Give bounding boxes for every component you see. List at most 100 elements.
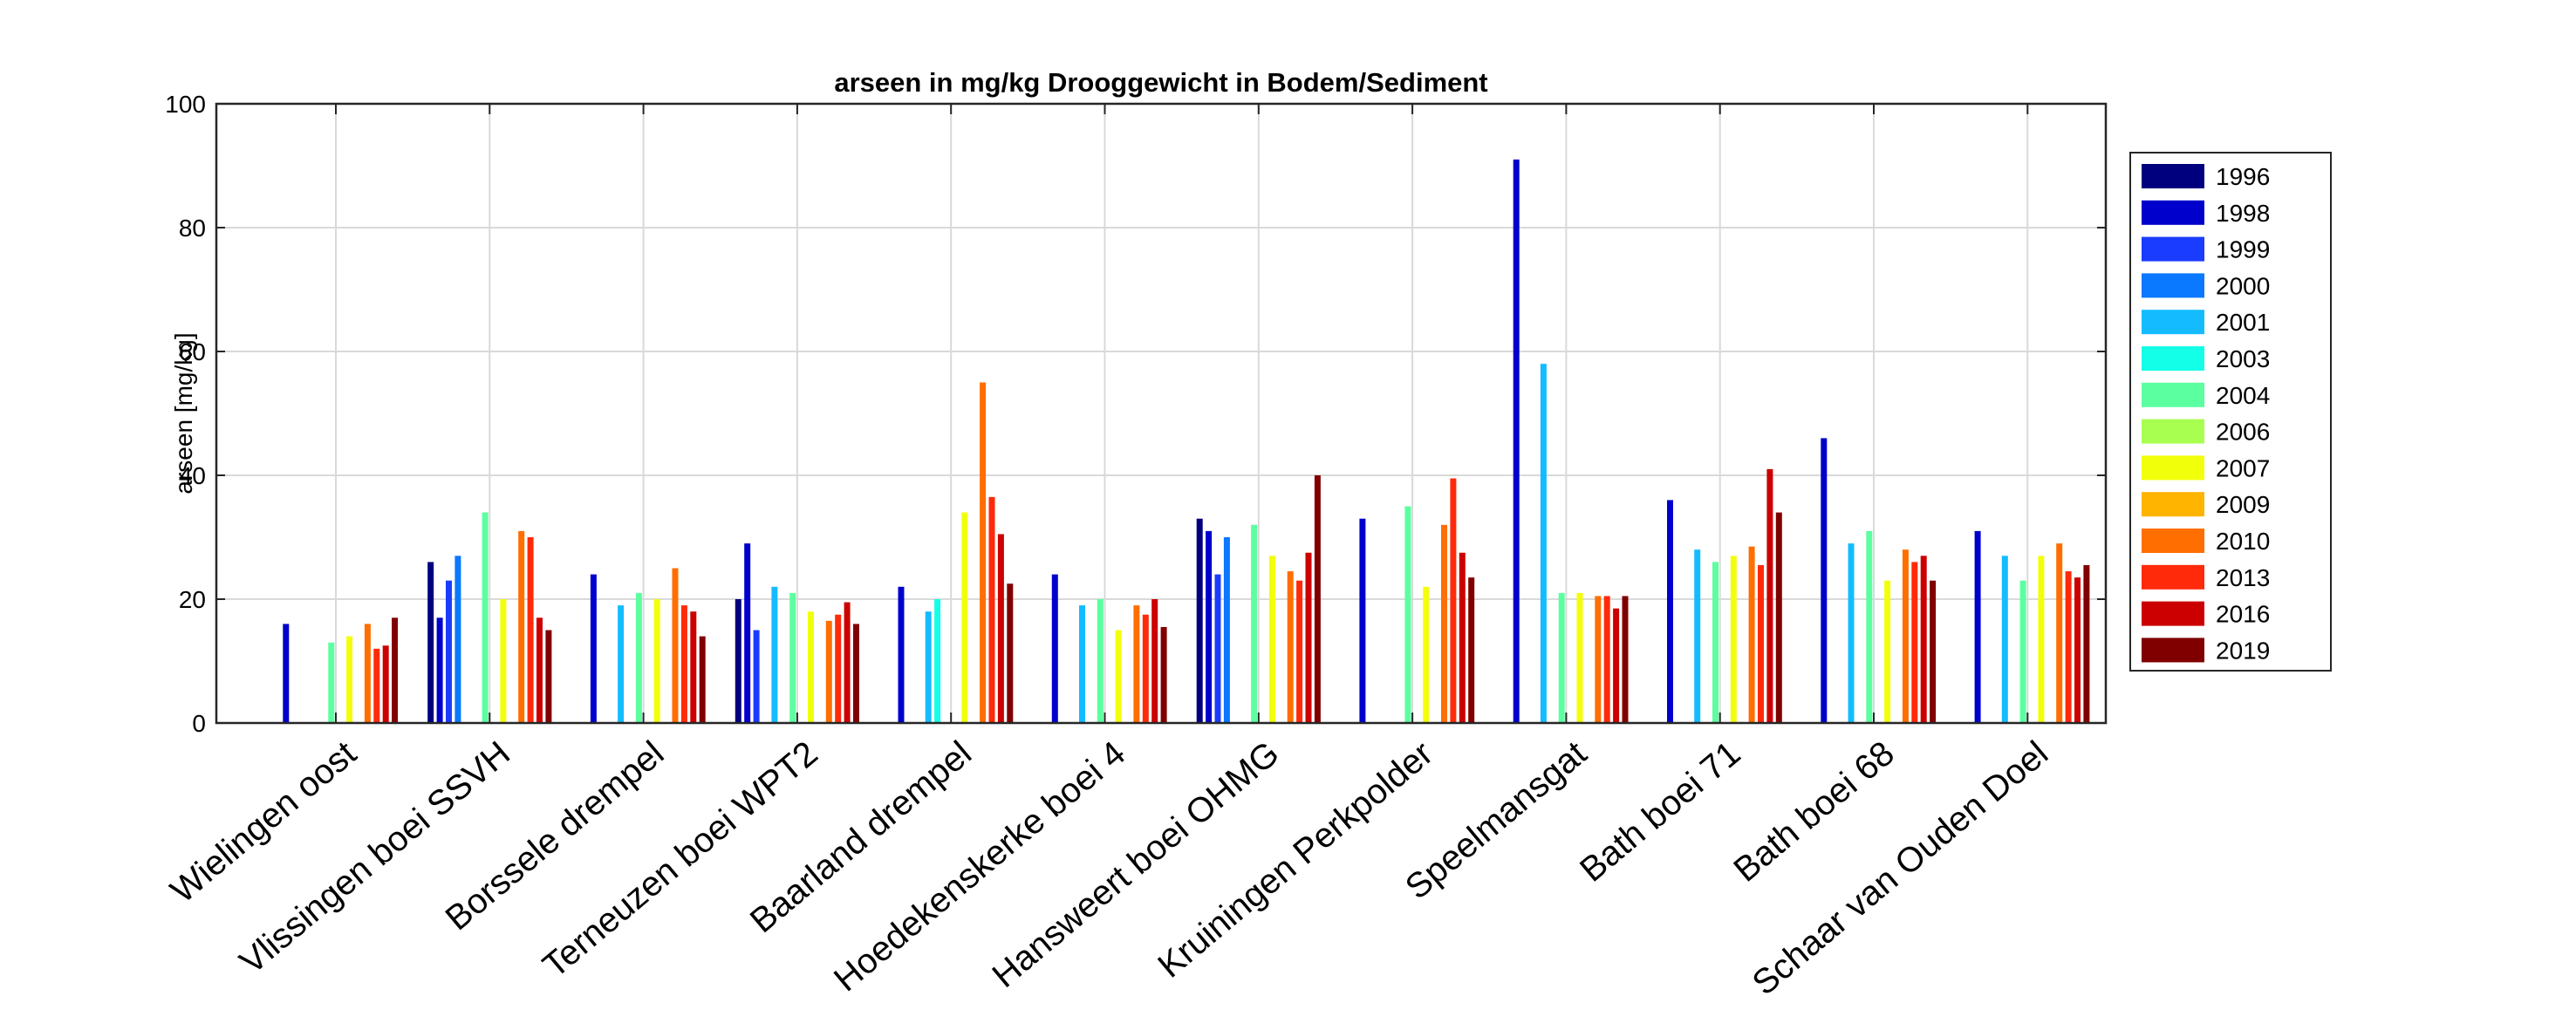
bar-1998	[1974, 530, 1981, 723]
bar-2013	[1142, 614, 1149, 723]
y-tick-label: 20	[179, 586, 206, 613]
legend-swatch	[2142, 419, 2204, 444]
bar-1998	[590, 574, 597, 723]
bar-2019	[1775, 512, 1782, 723]
bar-2007	[1268, 556, 1275, 723]
bar-2010	[2056, 543, 2063, 723]
x-tick-label: Hoedekenskerke boei 4	[827, 734, 1132, 999]
bar-2007	[1115, 630, 1122, 723]
bar-2013	[680, 605, 687, 723]
legend: 1996 1998 1999 2000 2001 2003 2004 2006 2007 2009…	[2129, 152, 2332, 672]
legend-label: 2001	[2216, 309, 2270, 336]
bar-1998	[1667, 500, 1673, 723]
bar-1998	[283, 624, 290, 723]
bar-2007	[1576, 592, 1583, 723]
x-tick-label: Bath boei 71	[1573, 734, 1747, 890]
bar-2004	[789, 592, 796, 723]
legend-swatch	[2142, 564, 2204, 590]
bar-2007	[346, 636, 353, 723]
legend-label: 2016	[2216, 601, 2270, 628]
bar-2013	[988, 496, 995, 723]
bar-2007	[1730, 556, 1737, 723]
legend-label: 2019	[2216, 637, 2270, 664]
bar-2010	[980, 382, 987, 723]
bar-2013	[1758, 564, 1764, 723]
bar-2004	[1251, 524, 1258, 723]
y-tick-label: 0	[192, 710, 206, 737]
legend-label: 1998	[2216, 200, 2270, 227]
bar-2013	[1603, 596, 1610, 723]
legend-label: 1996	[2216, 163, 2270, 190]
bar-2010	[1902, 549, 1909, 723]
x-tick-label: Hansweert boei OHMG	[986, 734, 1287, 995]
bar-2001	[2001, 556, 2008, 723]
bar-1996	[1196, 518, 1203, 723]
bar-1998	[898, 586, 905, 723]
legend-label: 2006	[2216, 419, 2270, 446]
bar-2001	[1848, 543, 1855, 723]
bar-2013	[1296, 580, 1303, 723]
bar-1998	[436, 617, 443, 723]
bar-2004	[1712, 562, 1718, 723]
bar-2004	[1404, 506, 1411, 723]
bar-2004	[328, 642, 335, 723]
bar-2001	[1079, 605, 1085, 723]
x-tick-label: Schaar van Ouden Doel	[1746, 734, 2055, 1003]
bar-2007	[1884, 580, 1891, 723]
bar-2010	[1595, 596, 1602, 723]
bar-2010	[364, 624, 371, 723]
legend-swatch	[2142, 346, 2204, 371]
bar-1998	[1513, 159, 1520, 723]
legend-swatch	[2142, 382, 2204, 407]
y-axis-label: arseen [mg/kg]	[170, 332, 197, 494]
bar-2004	[635, 592, 642, 723]
bar-2013	[835, 614, 842, 723]
bars	[283, 159, 2090, 723]
bar-2013	[2065, 571, 2072, 723]
x-tick-label: Kruiningen Perkpolder	[1151, 734, 1439, 986]
bar-1999	[1214, 574, 1221, 723]
bar-2019	[1160, 626, 1167, 723]
bar-2010	[1287, 571, 1294, 723]
bar-1999	[753, 630, 760, 723]
bar-2001	[771, 586, 778, 723]
bar-2013	[1911, 562, 1918, 723]
bar-2016	[1613, 608, 1620, 723]
legend-label: 2010	[2216, 528, 2270, 555]
bar-2010	[825, 620, 832, 723]
grid-lines	[216, 104, 2106, 723]
legend-swatch	[2142, 601, 2204, 626]
bar-2004	[1866, 530, 1873, 723]
bar-2016	[2074, 577, 2081, 723]
bar-2004	[482, 512, 489, 723]
bar-2007	[961, 512, 968, 723]
y-tick-label: 80	[179, 215, 206, 242]
bar-1998	[1051, 574, 1058, 723]
plot-frame	[215, 102, 2108, 725]
bar-2019	[1007, 583, 1014, 723]
bar-2019	[699, 636, 706, 723]
legend-swatch	[2142, 273, 2204, 298]
bar-2016	[997, 534, 1004, 723]
chart-title: arseen in mg/kg Drooggewicht in Bodem/Se…	[834, 67, 1487, 98]
bar-2007	[500, 599, 507, 723]
bar-2013	[373, 648, 380, 723]
bar-2019	[853, 624, 859, 723]
bar-1998	[1821, 438, 1828, 723]
legend-swatch	[2142, 455, 2204, 481]
legend-swatch	[2142, 236, 2204, 262]
bar-2000	[454, 556, 461, 723]
bar-2004	[2019, 580, 2026, 723]
bar-1996	[427, 562, 434, 723]
bar-2019	[1622, 596, 1629, 723]
bar-2016	[690, 611, 697, 723]
bar-2016	[1920, 556, 1927, 723]
legend-swatch	[2142, 638, 2204, 663]
bar-2016	[382, 645, 389, 723]
legend-label: 2013	[2216, 564, 2270, 591]
bar-2000	[1223, 537, 1230, 723]
bar-2019	[1930, 580, 1937, 723]
y-tick-label: 100	[165, 91, 206, 118]
legend-swatch	[2142, 492, 2204, 517]
bar-2016	[1766, 468, 1773, 723]
